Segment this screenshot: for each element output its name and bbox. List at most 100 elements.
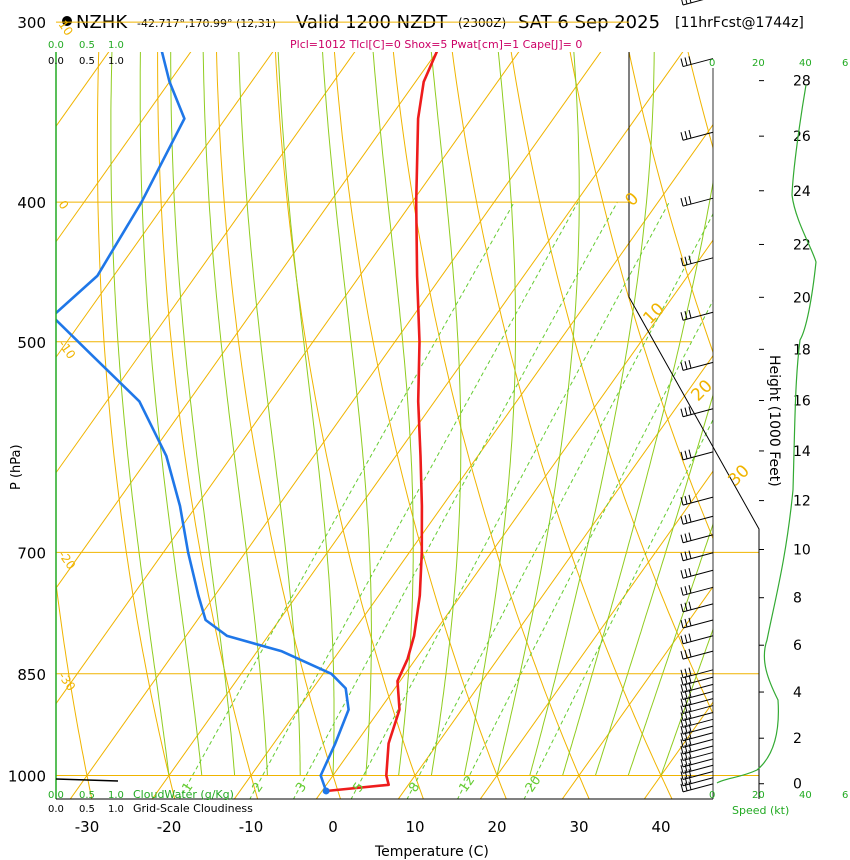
- wind-barb-staff: [682, 771, 714, 780]
- moist-adiabat-line: [238, 52, 301, 776]
- dry-adiabat-line: [333, 52, 507, 799]
- mixing-ratio-line: [406, 213, 713, 799]
- mixing-ratio-label: 5: [351, 780, 368, 795]
- dewpoint-profile-line: [56, 52, 350, 792]
- wind-barb-flag: [680, 739, 684, 748]
- dry-adiabat-label: 0: [621, 189, 643, 211]
- wind-barb-flag: [688, 567, 692, 577]
- sounding-profiles: [56, 52, 439, 795]
- wind-tick: 0: [709, 790, 715, 801]
- dry-adiabat-line: [96, 52, 176, 799]
- wind-barb-flag: [684, 744, 688, 753]
- wind-barb-flag: [680, 691, 684, 700]
- wind-barb-flag: [688, 360, 692, 369]
- wind-barb-flag: [680, 516, 684, 525]
- temperature-tick-label: 0: [328, 818, 338, 836]
- wind-barb-flag: [684, 757, 688, 766]
- wind-barb-staff: [682, 257, 714, 267]
- wind-barb-flag: [688, 532, 692, 541]
- forecast-info: [11hrFcst@1744z]: [675, 15, 804, 31]
- wind-barb-flag: [680, 651, 684, 660]
- temperature-tick-label: 30: [569, 818, 588, 836]
- wind-barb-staff: [682, 732, 714, 742]
- moist-adiabat-line: [202, 52, 268, 776]
- cloudwater-ticks-bottom: 0.0 0.5 1.0 0.0 0.5 1.0: [48, 790, 124, 815]
- wind-barb-flag: [688, 601, 692, 610]
- wind-barb-flag: [680, 684, 684, 693]
- dry-adiabat-label: 30: [724, 461, 753, 490]
- mixing-ratio-line: [178, 201, 515, 799]
- height-tick-label: 22: [793, 237, 811, 253]
- wind-barb-flag: [684, 649, 688, 659]
- wind-barb-staff: [682, 712, 714, 721]
- wind-barb-flag: [688, 129, 692, 139]
- moist-adiabat-line: [562, 179, 713, 776]
- moist-adiabat-line: [529, 52, 655, 776]
- pressure-tick-label: 500: [17, 334, 46, 352]
- wind-barb-flag: [684, 533, 688, 542]
- pressure-tick-label: 850: [17, 666, 46, 684]
- cw-tick: 1.0: [108, 790, 124, 801]
- height-tick-label: 2: [793, 731, 802, 747]
- zulu-time: (2300Z): [458, 16, 506, 30]
- height-tick-label: 4: [793, 685, 802, 701]
- wind-barb-staff: [682, 58, 714, 68]
- dry-adiabat-line: [157, 52, 259, 799]
- isotherm-line: [69, 52, 602, 799]
- isotherm-line: [479, 470, 713, 799]
- dry-adiabat-line: [392, 52, 590, 799]
- pressure-tick-label: 400: [17, 194, 46, 212]
- mixing-ratio-label: 20: [523, 773, 545, 795]
- wind-barb-staff: [682, 534, 714, 544]
- temperature-tick-label: 20: [487, 818, 506, 836]
- isotherm-label: 10: [56, 18, 76, 39]
- wind-barb-flag: [688, 449, 692, 458]
- cloudwater-ticks-top: 0.0 0.5 1.0 0.0 0.5 1.0: [48, 40, 124, 67]
- wind-barb-flag: [684, 361, 688, 370]
- wind-barb-staff: [682, 569, 714, 579]
- isobar-lines: [56, 21, 759, 776]
- cw-tick: 0.0: [48, 790, 64, 801]
- dry-adiabat-line: [628, 52, 713, 354]
- wind-barb-flag: [680, 257, 684, 266]
- wind-tick: 40: [799, 790, 812, 801]
- height-tick-label: 26: [793, 129, 811, 145]
- wind-barb-flag: [680, 771, 684, 780]
- wind-barb-flag: [684, 618, 688, 628]
- wind-barb-flag: [684, 602, 688, 611]
- wind-barb-flag: [680, 765, 684, 774]
- wind-barb-flag: [680, 312, 684, 321]
- cloudiness-bar: [55, 778, 119, 782]
- wind-barb-staff: [682, 361, 714, 371]
- wind-barb-staff: [682, 705, 714, 715]
- wind-barb-flag: [688, 550, 692, 559]
- wind-barb-staff: [682, 669, 714, 679]
- mixing-ratio-line: [249, 201, 579, 799]
- wind-barb-staff: [682, 635, 714, 645]
- isotherm-label: -10: [56, 337, 79, 361]
- wind-barb-flag: [688, 195, 692, 205]
- y-axis-title: P (hPa): [9, 444, 24, 490]
- wind-tick: 20: [752, 790, 765, 801]
- moist-adiabat-line: [430, 52, 462, 776]
- wind-barb-staff: [682, 698, 714, 708]
- wind-barb-staff: [682, 758, 714, 768]
- height-tick-label: 6: [793, 638, 802, 654]
- isotherm-label: -30: [56, 670, 79, 694]
- mixing-ratio-label: 3: [293, 780, 310, 795]
- wind-barb-flag: [684, 131, 688, 140]
- wind-barb-flag: [680, 669, 684, 678]
- wind-barb-staff: [682, 676, 714, 686]
- temperature-tick-label: 10: [405, 818, 424, 836]
- height-tick-label: 28: [793, 74, 811, 90]
- wind-tick: 6: [842, 58, 848, 69]
- cloudiness-axis-title: Grid-Scale Cloudiness: [133, 802, 253, 815]
- wind-barb-flag: [684, 495, 688, 505]
- wind-barb-flag: [688, 309, 692, 319]
- isotherm-line: [56, 52, 356, 474]
- moist-adiabat-line: [170, 52, 236, 776]
- wind-barb-flag: [680, 719, 684, 728]
- isotherm-line: [643, 701, 713, 799]
- dry-adiabat-line: [56, 579, 93, 799]
- wind-barb-flag: [688, 617, 692, 626]
